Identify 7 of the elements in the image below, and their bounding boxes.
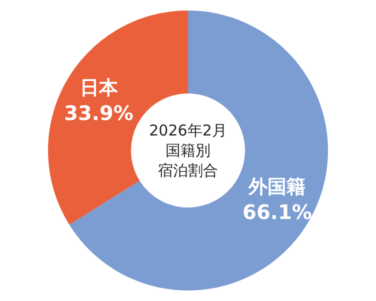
slice-label: 日本: [80, 77, 119, 100]
data-label: 33.9%: [64, 101, 134, 126]
text: 宿泊割合: [158, 162, 218, 180]
data-label: 66.1%: [242, 200, 312, 224]
text: 2026年2月: [149, 122, 227, 140]
text: 国籍別: [166, 142, 210, 160]
slice-label: 外国籍: [248, 176, 306, 198]
